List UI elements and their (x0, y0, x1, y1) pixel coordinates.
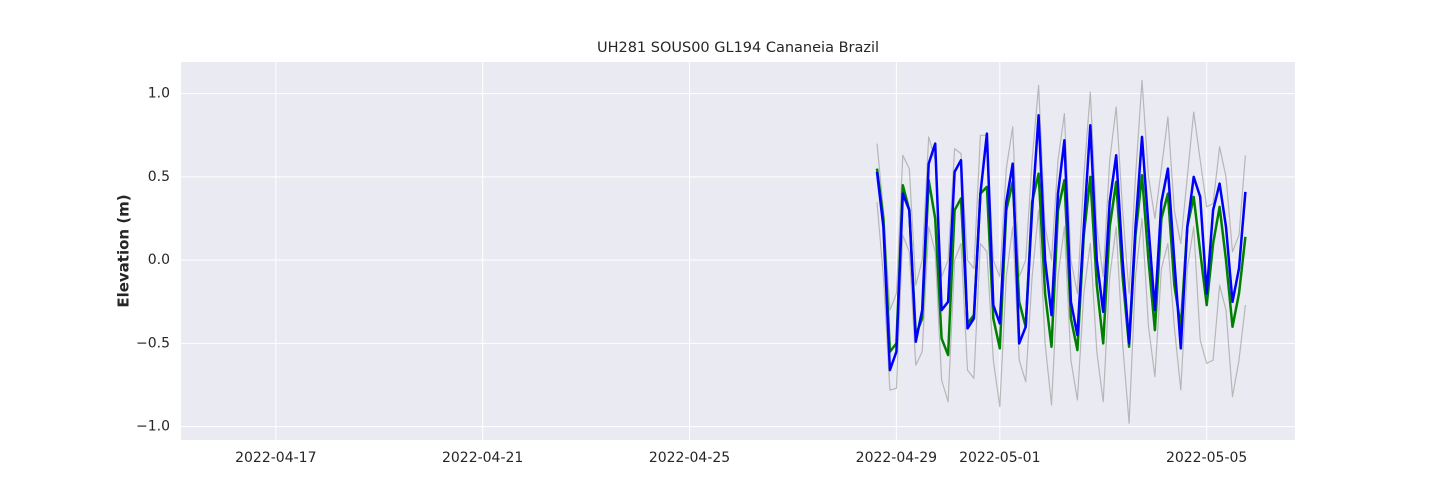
grid (181, 62, 1295, 440)
y-tick-label: −0.5 (136, 335, 170, 351)
data-line (875, 114, 1247, 372)
x-tick-label: 2022-04-21 (442, 450, 523, 466)
lines (875, 79, 1247, 424)
y-tick-label: 0.0 (148, 252, 170, 268)
x-tick-label: 2022-04-25 (649, 450, 730, 466)
y-tick-label: 0.5 (148, 169, 170, 185)
x-tick-label: 2022-04-17 (235, 450, 316, 466)
x-tick-label: 2022-05-01 (959, 450, 1040, 466)
x-tick-label: 2022-05-05 (1166, 450, 1247, 466)
plot-area (181, 62, 1295, 440)
y-tick-label: 1.0 (148, 86, 170, 102)
x-tick-label: 2022-04-29 (856, 450, 937, 466)
y-tick-label: −1.0 (136, 419, 170, 435)
band-line (876, 201, 1246, 424)
y-axis-label: Elevation (m) (115, 194, 133, 307)
chart-title: UH281 SOUS00 GL194 Cananeia Brazil (597, 40, 879, 56)
